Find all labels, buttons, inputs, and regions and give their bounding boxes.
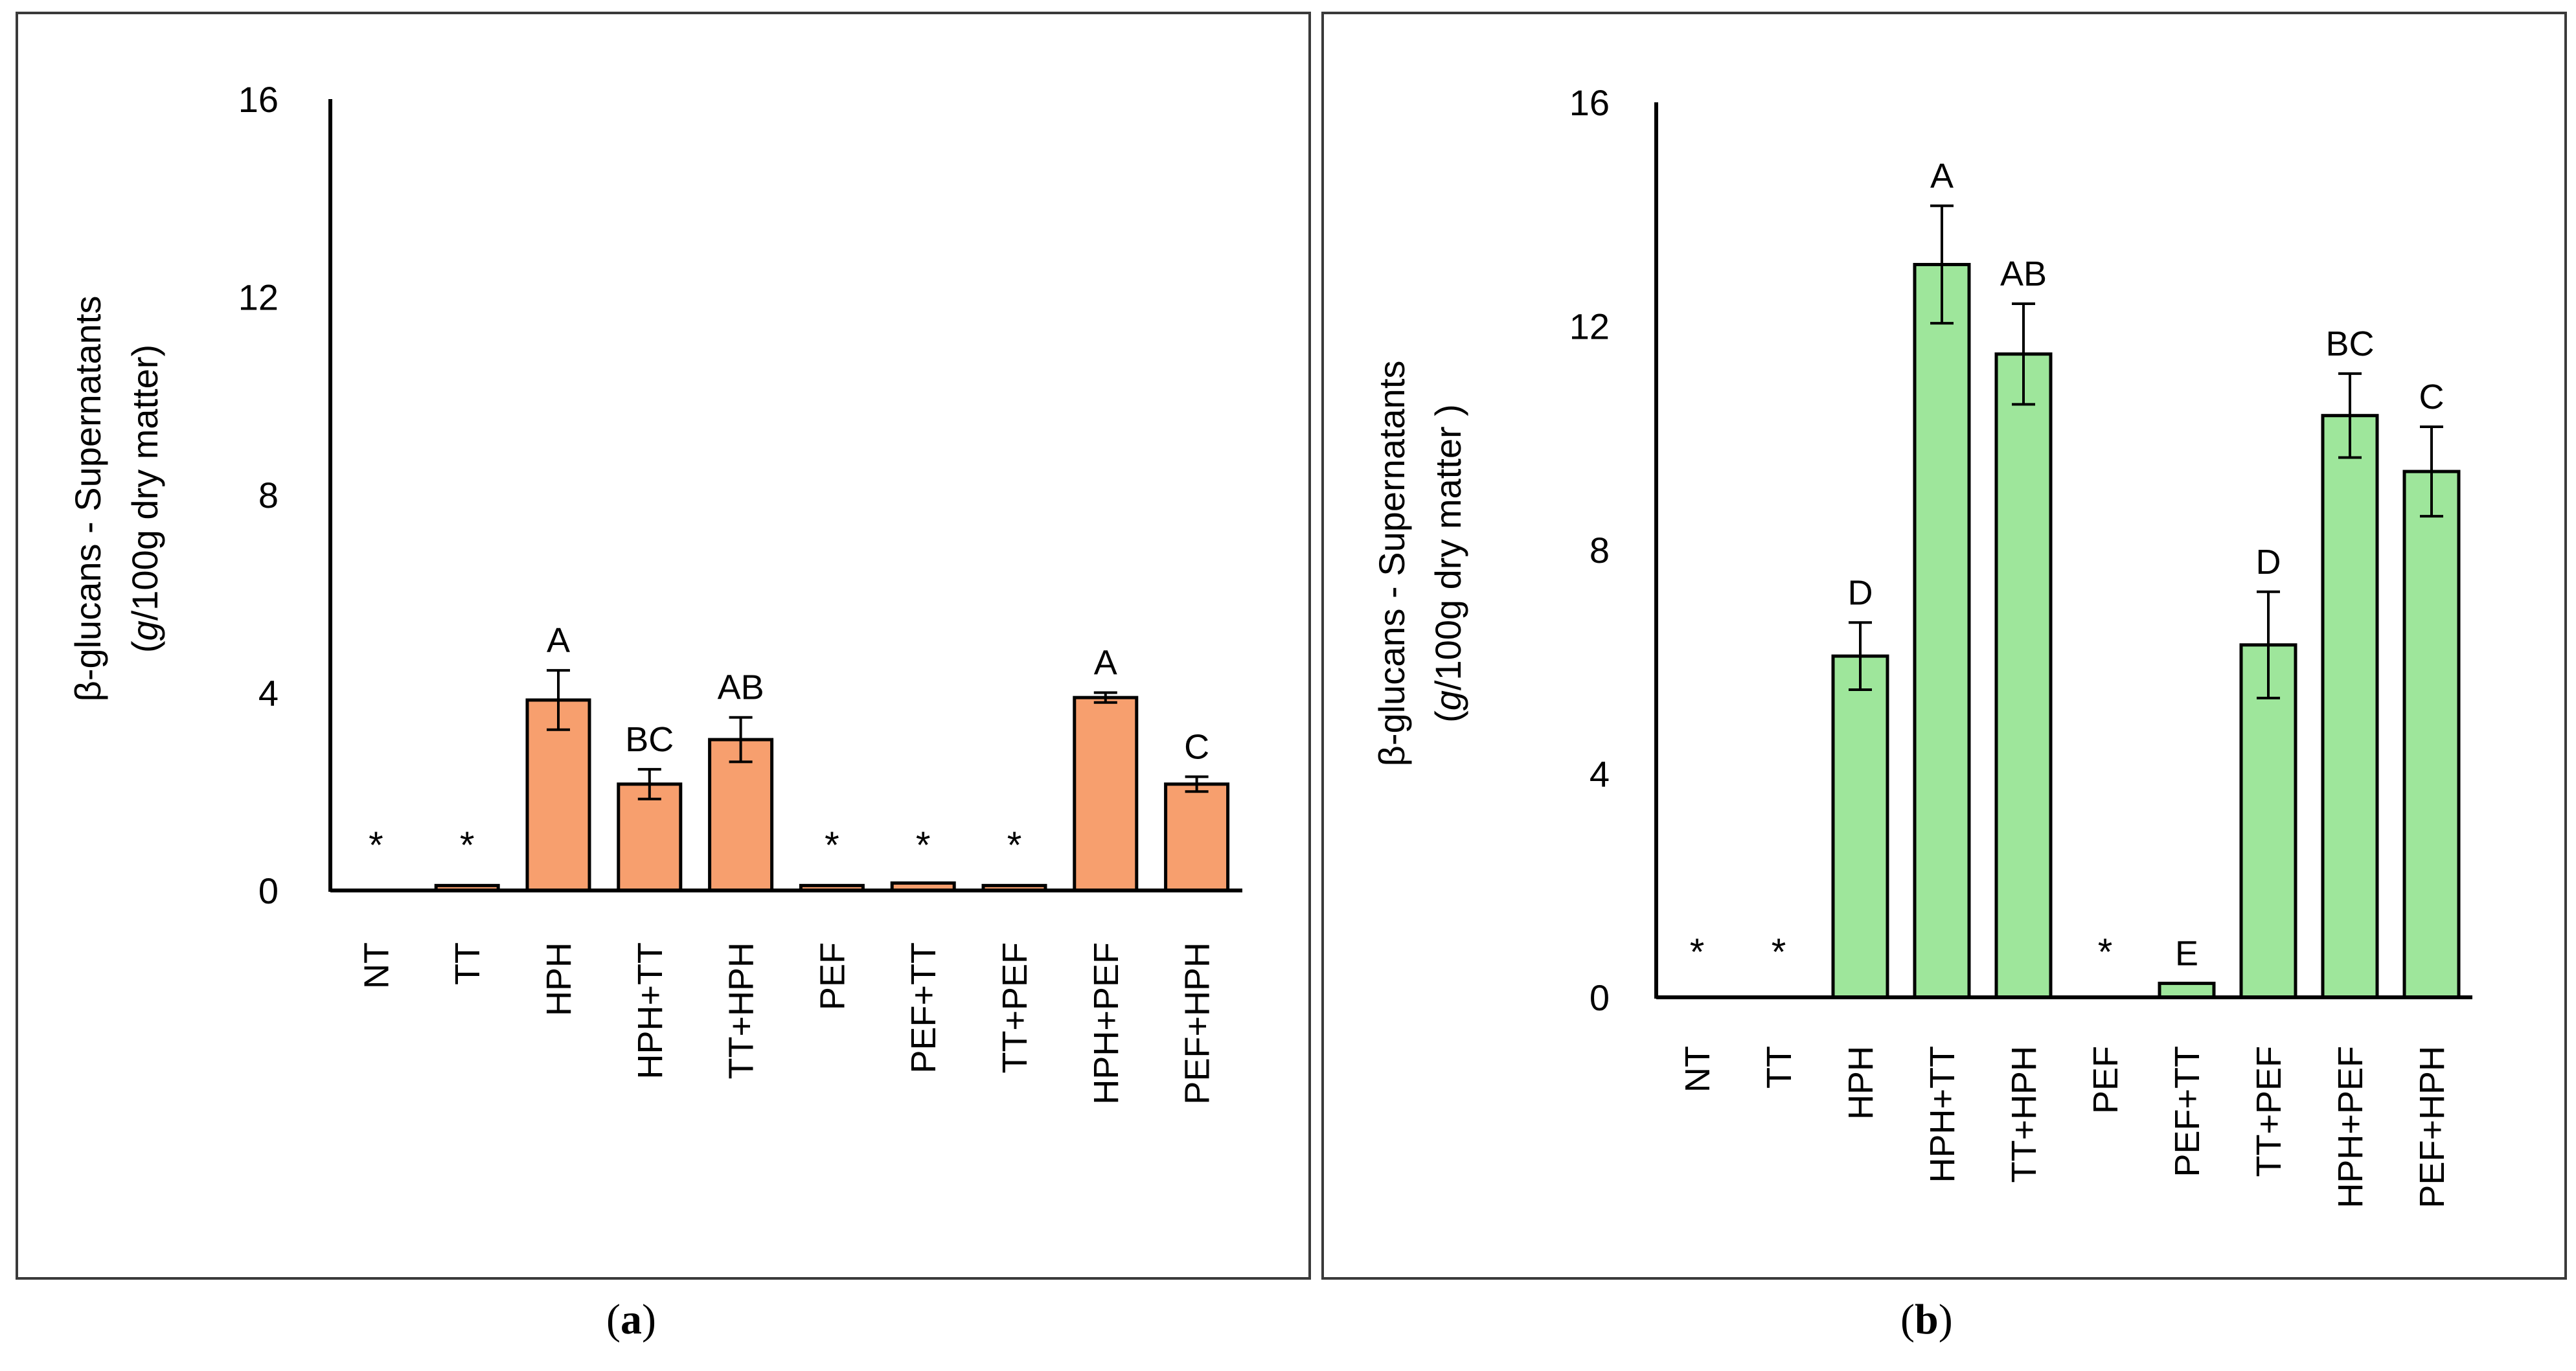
- panel-b-bar-4: [1994, 352, 2053, 999]
- panel-a-sig-marker-5: *: [825, 824, 839, 867]
- panel-b-ytick-label: 16: [1569, 82, 1610, 123]
- panel-b-ytick-label: 0: [1590, 977, 1610, 1018]
- panel-b-xtick-label-4: TT+HPH: [2005, 1046, 2044, 1183]
- panel-a-ytick-label: 16: [238, 79, 279, 120]
- panel-a-sig-marker-1: *: [460, 824, 475, 867]
- panel-a-xtick-label-4: TT+HPH: [722, 942, 761, 1080]
- panel-a-frame: [16, 12, 1311, 1280]
- panel-b-sig-letter-4: AB: [2000, 255, 2047, 293]
- panel-b-sig-letter-8: BC: [2325, 324, 2374, 363]
- panel-b-ylabel-line1: β-glucans - Supernatants: [1371, 361, 1412, 767]
- panel-a-xtick-label-6: PEF+TT: [904, 942, 943, 1074]
- panel-b-sig-letter-3: A: [1930, 157, 1954, 196]
- panel-a-bar-2: [525, 698, 591, 892]
- panel-a-xtick-label-7: TT+PEF: [996, 942, 1034, 1074]
- panel-a-xtick-label-0: NT: [357, 942, 396, 989]
- panel-b-sig-marker-1: *: [1772, 931, 1786, 973]
- panel-a-ytick-label: 8: [258, 475, 279, 516]
- panel-a-xtick-label-2: HPH: [540, 942, 578, 1016]
- panel-b-xtick-label-9: PEF+HPH: [2413, 1046, 2452, 1208]
- panel-b-ylabel-line2: (g/100g dry matter ): [1428, 404, 1468, 723]
- panel-b-bar-2: [1831, 654, 1889, 999]
- panel-b-bar-3: [1913, 262, 1971, 999]
- panel-b-ytick-label: 12: [1569, 306, 1610, 347]
- panel-a-ytick-label: 4: [258, 673, 279, 714]
- panel-b-xtick-label-2: HPH: [1841, 1046, 1880, 1120]
- panel-a-xtick-label-5: PEF: [813, 942, 852, 1010]
- panel-b-sig-letter-6: E: [2175, 934, 2198, 973]
- panel-a-ylabel-line2: (g/100g dry matter): [124, 345, 165, 653]
- panel-b-sig-letter-9: C: [2419, 378, 2445, 416]
- panel-b-ytick-label: 8: [1590, 530, 1610, 571]
- panel-a-sig-marker-0: *: [369, 824, 383, 867]
- panel-b-ytick-label: 4: [1590, 754, 1610, 795]
- panel-b-xtick-label-7: TT+PEF: [2250, 1046, 2288, 1177]
- panel-a-label: (a): [606, 1296, 656, 1343]
- panel-b-sig-marker-5: *: [2098, 931, 2113, 973]
- panel-b-xtick-label-1: TT: [1760, 1046, 1799, 1089]
- panel-a-xtick-label-1: TT: [448, 942, 487, 985]
- panel-b-label: (b): [1900, 1296, 1953, 1343]
- panel-a-sig-marker-6: *: [916, 824, 931, 867]
- panel-a-xtick-label-3: HPH+TT: [631, 942, 670, 1080]
- panel-b-xtick-label-3: HPH+TT: [1923, 1046, 1962, 1183]
- panel-b-sig-letter-2: D: [1848, 573, 1873, 612]
- panel-a-sig-letter-3: BC: [625, 720, 674, 759]
- panel-b-xtick-label-5: PEF: [2086, 1046, 2125, 1114]
- panel-a-ytick-label: 0: [258, 870, 279, 911]
- panel-a-ylabel-line1: β-glucans - Supernatants: [67, 296, 108, 702]
- panel-b-bar-8: [2321, 414, 2379, 999]
- panel-a-bar-9: [1164, 782, 1230, 892]
- panel-a-xtick-label-8: HPH+PEF: [1087, 942, 1126, 1105]
- panel-a-bar-8: [1073, 696, 1139, 892]
- panel-a-sig-letter-2: A: [547, 621, 570, 660]
- panel-a-xtick-label-9: PEF+HPH: [1178, 942, 1217, 1105]
- panel-b-xtick-label-6: PEF+TT: [2168, 1046, 2207, 1177]
- panel-a-sig-marker-7: *: [1007, 824, 1022, 867]
- panel-b-sig-marker-0: *: [1690, 931, 1705, 973]
- panel-b-bar-6: [2158, 981, 2216, 999]
- panel-a-sig-letter-4: AB: [718, 668, 764, 707]
- panel-b-xtick-label-8: HPH+PEF: [2331, 1046, 2370, 1208]
- panel-a-sig-letter-8: A: [1094, 644, 1117, 683]
- panel-a-ytick-label: 12: [238, 277, 279, 318]
- panel-b-xtick-label-0: NT: [1678, 1046, 1717, 1093]
- panel-a-sig-letter-9: C: [1184, 727, 1209, 766]
- panel-b-bar-9: [2402, 470, 2461, 999]
- panel-b-sig-letter-7: D: [2256, 543, 2281, 582]
